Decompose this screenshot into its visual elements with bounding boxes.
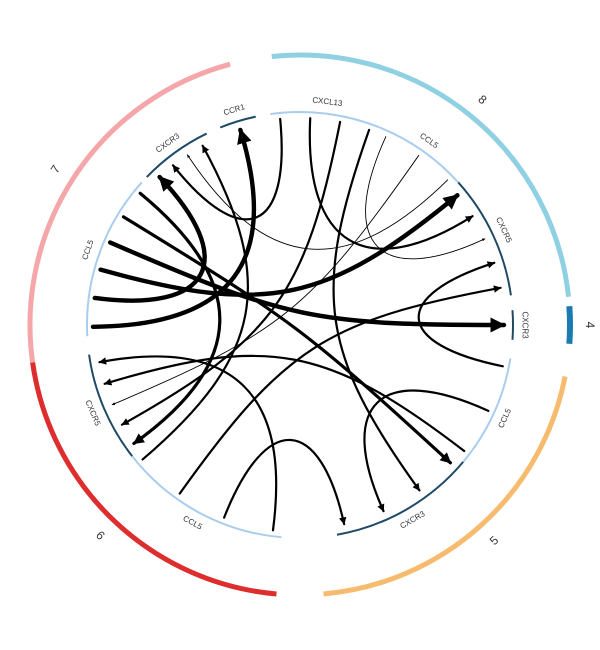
link-c8-cxcl13-to-c8-cxcr5 [308,117,474,250]
link-c6-ccl5-to-c7-cxcr3 [141,144,250,461]
cluster-label-7: 7 [48,162,64,175]
link-c7-ccl5-to-c4-cxcr3 [107,240,507,333]
link-c7-ccl5-to-c7-ccr1 [90,127,257,330]
cluster-arc-4 [566,305,573,345]
cluster-label-4: 4 [583,322,597,329]
gene-segment-c7-cxcr3 [146,132,208,178]
gene-segment-c6-ccl5 [131,455,282,539]
link-c6-ccl5-to-c6-cxcr5 [98,355,278,532]
link-c7-ccl5-to-c8-cxcr5 [98,193,460,297]
cluster-arc-6 [30,362,277,597]
cluster-label-6: 6 [93,528,108,543]
cluster-ring [27,52,573,597]
link-c5-ccl5-to-c5-cxcr3 [363,389,490,513]
gene-segment-c5-cxcr3 [336,461,464,536]
cluster-arc-5 [323,376,568,597]
link-c6-ccl5-to-c8-cxcr5 [178,285,502,495]
gene-label-c7-ccl5: CCL5 [80,238,95,261]
gene-label-c8-ccl5: CCL5 [418,131,440,150]
gene-segment-c6-cxcr5 [88,354,133,457]
cluster-label-8: 8 [475,92,489,107]
link-c8-ccl5-to-c7-cxcr3 [186,154,449,250]
gene-segment-c8-cxcl13 [270,111,381,129]
cluster-arc-7 [27,61,231,373]
link-c8-cxcl13-to-c6-cxcr5 [120,120,342,426]
link-c8-cxcl13-to-c7-cxcr3 [171,117,283,221]
gene-label-c5-ccl5: CCL5 [496,407,513,430]
gene-segment-c5-ccl5 [462,358,512,463]
link-c7-ccl5-to-c6-cxcr5 [132,191,222,446]
link-c5-ccl5-to-c6-cxcr5 [103,354,466,453]
gene-label-c8-cxcr5: CXCR5 [494,216,514,245]
gene-segment-c7-ccl5 [86,181,143,337]
gene-label-c6-ccl5: CCL5 [181,514,204,532]
cluster-label-5: 5 [487,533,502,548]
gene-label-c6-cxcr5: CXCR5 [83,399,102,428]
gene-label-c4-cxcr3: CXCR3 [521,311,530,339]
link-c8-cxcl13-to-c5-cxcr3 [332,128,421,492]
gene-label-c7-ccr1: CCR1 [222,102,246,117]
link-c7-ccl5-to-c7-cxcr3 [92,174,207,303]
link-c5-ccl5-to-c8-cxcr5 [417,261,504,368]
link-c8-ccl5-to-c8-cxcr5 [365,136,486,260]
gene-segment-c8-cxcr5 [457,181,512,296]
links-layer [90,117,507,532]
cluster-arc-8 [271,52,572,298]
gene-segment-c7-ccr1 [219,115,256,129]
gene-label-c8-cxcl13: CXCL13 [312,95,344,108]
gene-ring [86,111,514,539]
gene-segment-c4-cxcr3 [511,310,514,340]
link-c6-ccl5-to-c5-cxcr3 [223,438,347,526]
gene-segment-c8-ccl5 [379,126,460,184]
link-c8-ccl5-to-c6-cxcr5 [111,154,420,406]
link-c7-ccl5-to-c5-cxcr3 [121,215,452,465]
